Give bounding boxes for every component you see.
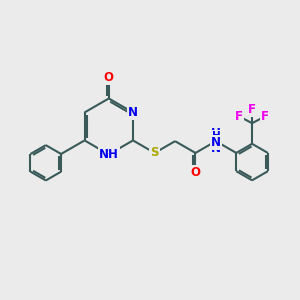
Text: N: N [128,106,138,119]
Text: S: S [150,146,159,159]
Text: N: N [211,136,221,149]
Text: F: F [261,110,269,123]
Text: F: F [235,110,243,123]
Text: H
N: H N [211,127,221,155]
Text: O: O [190,166,200,178]
Text: F: F [248,103,256,116]
Text: H: H [212,131,220,141]
Text: O: O [104,71,114,84]
Text: NH: NH [99,148,119,161]
